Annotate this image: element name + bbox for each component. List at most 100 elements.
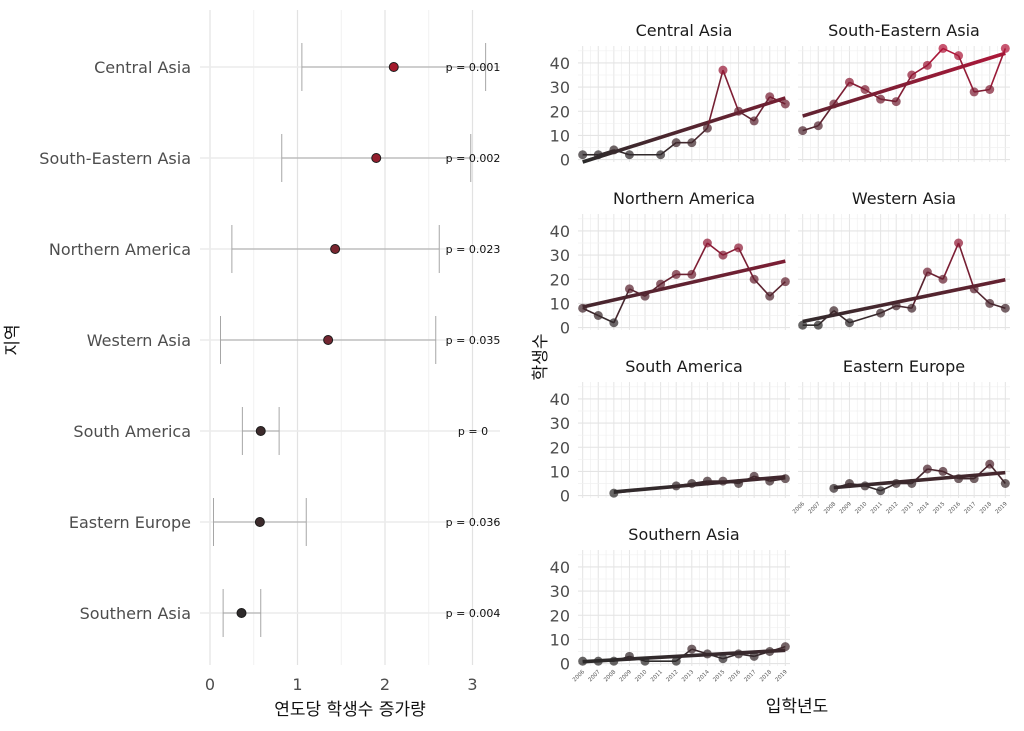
x-tick-label: 2017 — [963, 501, 977, 515]
series-line — [613, 288, 631, 324]
data-point — [938, 466, 948, 476]
data-point — [954, 51, 964, 61]
y-tick-label: 10 — [550, 126, 570, 145]
y-tick-label: 30 — [550, 78, 570, 97]
data-point — [891, 97, 901, 107]
panel: Central Asia 0 10 20 30 40 — [550, 21, 790, 170]
data-point — [749, 471, 759, 481]
x-tick-label: 2018 — [979, 501, 993, 515]
series-line — [849, 312, 881, 324]
panel-title: Northern America — [613, 189, 755, 208]
panel-title: South-Eastern Asia — [828, 21, 980, 40]
y-tick-label: 30 — [550, 582, 570, 601]
x-tick-label: 2010 — [854, 501, 868, 515]
y-tick-label: 40 — [550, 558, 570, 577]
data-point — [907, 70, 917, 80]
data-point — [922, 464, 932, 474]
series-line — [911, 271, 929, 309]
estimate-point — [255, 426, 266, 436]
data-point — [969, 474, 979, 484]
y-axis-title: 지역 — [3, 324, 23, 355]
data-point — [985, 459, 995, 469]
data-point — [687, 269, 697, 279]
data-point — [687, 138, 697, 148]
data-point — [876, 94, 886, 104]
series-line — [691, 242, 709, 275]
data-point — [844, 318, 854, 328]
data-point — [640, 291, 650, 301]
data-point — [734, 479, 744, 488]
x-tick-label: 2018 — [759, 669, 773, 683]
data-point — [702, 123, 712, 133]
data-point — [578, 303, 588, 313]
data-point — [922, 267, 932, 277]
data-point — [860, 85, 870, 94]
data-point — [734, 106, 744, 116]
data-point — [671, 138, 681, 148]
y-tick-label: 40 — [550, 390, 570, 409]
data-point — [749, 116, 759, 126]
x-tick-label: 3 — [467, 675, 477, 694]
x-tick-label: 2019 — [775, 669, 789, 683]
estimate-point — [388, 62, 399, 72]
data-point — [656, 279, 666, 289]
data-point — [813, 320, 823, 330]
data-point — [938, 274, 948, 284]
y-tick-label: 40 — [550, 222, 570, 241]
data-point — [593, 150, 603, 160]
series-line — [737, 247, 755, 280]
panel: Western Asia — [798, 189, 1010, 330]
panel: South-Eastern Asia — [798, 21, 1010, 162]
series-line — [942, 242, 960, 280]
series-line — [895, 74, 913, 102]
data-point — [609, 318, 619, 328]
data-point — [671, 269, 681, 279]
data-point — [765, 92, 775, 102]
data-point — [687, 479, 697, 488]
data-point — [718, 476, 728, 486]
x-tick-label: 2008 — [823, 501, 837, 515]
estimate-point — [330, 244, 341, 254]
data-point — [780, 642, 790, 652]
y-tick-label: 30 — [550, 246, 570, 265]
data-point — [938, 43, 948, 53]
data-point — [734, 243, 744, 253]
data-point — [702, 238, 712, 248]
data-point — [907, 303, 917, 313]
small-multiples: Central Asia 0 10 20 30 40 South-Eastern Asia N… — [531, 21, 1010, 717]
x-tick-label: 2015 — [712, 669, 726, 683]
data-point — [671, 481, 681, 491]
y-tick-label: 0 — [560, 487, 570, 506]
data-point — [907, 479, 917, 488]
series-line — [613, 485, 677, 494]
panel-title: Eastern Europe — [843, 357, 965, 376]
data-point — [780, 474, 790, 484]
region-label: Western Asia — [87, 331, 191, 350]
estimate-point — [323, 335, 334, 345]
data-point — [798, 320, 808, 330]
data-point — [578, 150, 588, 160]
p-value-label: p = 0.002 — [446, 152, 501, 165]
y-tick-label: 0 — [560, 655, 570, 674]
panel-title: Central Asia — [636, 21, 733, 40]
series-line — [988, 48, 1007, 90]
x-tick-label: 2 — [380, 675, 390, 694]
data-point — [609, 145, 619, 155]
data-point — [593, 656, 603, 666]
data-point — [624, 284, 634, 294]
data-point — [829, 483, 839, 493]
data-point — [765, 647, 775, 656]
x-tick-label: 2006 — [792, 501, 806, 515]
data-point — [985, 85, 995, 94]
x-tick-label: 2019 — [995, 501, 1009, 515]
data-point — [860, 481, 870, 491]
data-point — [734, 649, 744, 659]
data-point — [718, 65, 728, 75]
x-axis-title: 연도당 학생수 증가량 — [274, 700, 426, 720]
series-line — [957, 242, 975, 290]
x-tick-label: 2013 — [901, 501, 915, 515]
region-label: Southern Asia — [80, 604, 191, 623]
y-tick-label: 20 — [550, 606, 570, 625]
data-point — [829, 306, 839, 316]
